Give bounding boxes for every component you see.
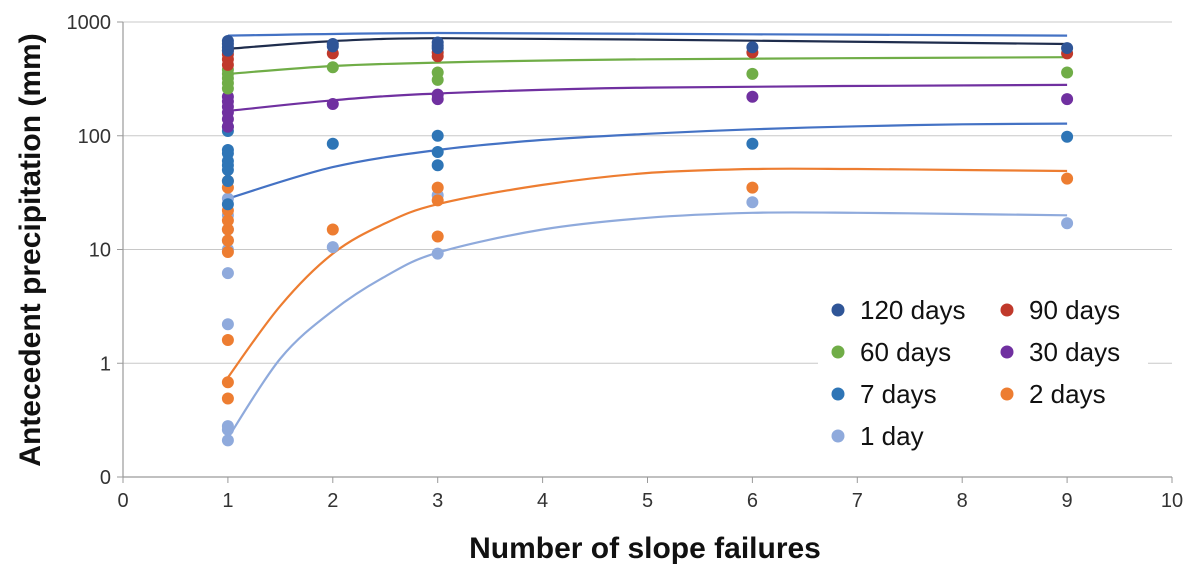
y-axis-title: Antecedent precipitation (mm) — [14, 33, 47, 466]
trendline — [226, 211, 1068, 439]
data-point — [221, 246, 234, 259]
x-tick-label: 9 — [1062, 490, 1073, 512]
legend-label: 120 days — [860, 295, 966, 325]
legend-marker — [1000, 303, 1014, 317]
data-point — [221, 334, 234, 347]
data-point — [221, 392, 234, 405]
legend-marker — [831, 303, 845, 317]
data-point — [221, 420, 234, 433]
data-point — [221, 376, 234, 389]
data-point — [1061, 130, 1074, 143]
data-point — [326, 223, 339, 236]
data-point — [221, 35, 234, 48]
data-point — [746, 67, 759, 80]
trendline — [227, 167, 1068, 379]
data-point — [1061, 66, 1074, 79]
legend-label: 7 days — [860, 379, 937, 409]
trendline — [227, 122, 1068, 200]
x-axis-title: Number of slope failures — [469, 532, 821, 565]
data-point — [221, 198, 234, 211]
data-point — [746, 196, 759, 209]
data-point — [221, 175, 234, 188]
x-tick-label: 2 — [327, 490, 338, 512]
legend-label: 30 days — [1029, 337, 1120, 367]
data-point — [431, 181, 444, 194]
legend-marker — [831, 429, 845, 443]
data-point — [326, 137, 339, 150]
data-point — [746, 41, 759, 54]
legend-marker — [831, 387, 845, 401]
x-tick-label: 5 — [642, 490, 653, 512]
data-point — [1061, 93, 1074, 106]
y-tick-label: 100 — [78, 126, 111, 148]
legend: 120 days 90 days 60 days 30 days 7 days 2 day… — [818, 280, 1148, 470]
data-point — [326, 61, 339, 74]
y-tick-label: 0 — [100, 467, 111, 489]
data-point — [326, 98, 339, 111]
data-point — [221, 434, 234, 447]
data-point — [746, 90, 759, 103]
data-point — [431, 159, 444, 172]
y-tick-label: 1000 — [67, 12, 112, 34]
data-point — [326, 38, 339, 51]
trendline — [227, 31, 1068, 37]
legend-marker — [1000, 387, 1014, 401]
data-point — [431, 129, 444, 142]
legend-label: 1 day — [860, 421, 924, 451]
y-tick-label: 1 — [100, 353, 111, 375]
legend-label: 90 days — [1029, 295, 1120, 325]
data-point — [326, 241, 339, 254]
point-layer — [221, 35, 1074, 447]
data-point — [431, 194, 444, 207]
legend-label: 60 days — [860, 337, 951, 367]
legend-marker — [1000, 345, 1014, 359]
x-tick-label: 8 — [957, 490, 968, 512]
data-point — [221, 90, 234, 103]
data-point — [431, 247, 444, 260]
legend-background — [818, 280, 1148, 470]
data-point — [431, 88, 444, 101]
data-point — [221, 214, 234, 227]
data-point — [221, 267, 234, 280]
data-point — [221, 143, 234, 156]
data-point — [1061, 217, 1074, 230]
x-tick-label: 6 — [747, 490, 758, 512]
data-point — [1061, 42, 1074, 55]
legend-marker — [831, 345, 845, 359]
data-point — [431, 145, 444, 158]
legend-label: 2 days — [1029, 379, 1106, 409]
data-point — [746, 137, 759, 150]
data-point — [431, 230, 444, 243]
x-tick-label: 7 — [852, 490, 863, 512]
data-point — [746, 181, 759, 194]
data-point — [431, 66, 444, 79]
data-point — [431, 36, 444, 49]
x-tick-label: 3 — [432, 490, 443, 512]
trendline-layer — [226, 31, 1068, 439]
data-point — [221, 318, 234, 331]
trendline — [227, 83, 1068, 113]
data-point — [221, 234, 234, 247]
trendline — [227, 56, 1068, 75]
data-point — [1061, 172, 1074, 185]
y-tick-label: 10 — [89, 240, 111, 262]
x-tick-label: 0 — [117, 490, 128, 512]
trendline — [227, 37, 1068, 50]
x-tick-label: 1 — [222, 490, 233, 512]
x-tick-label: 4 — [537, 490, 548, 512]
x-tick-label: 10 — [1161, 490, 1183, 512]
data-point — [221, 223, 234, 236]
